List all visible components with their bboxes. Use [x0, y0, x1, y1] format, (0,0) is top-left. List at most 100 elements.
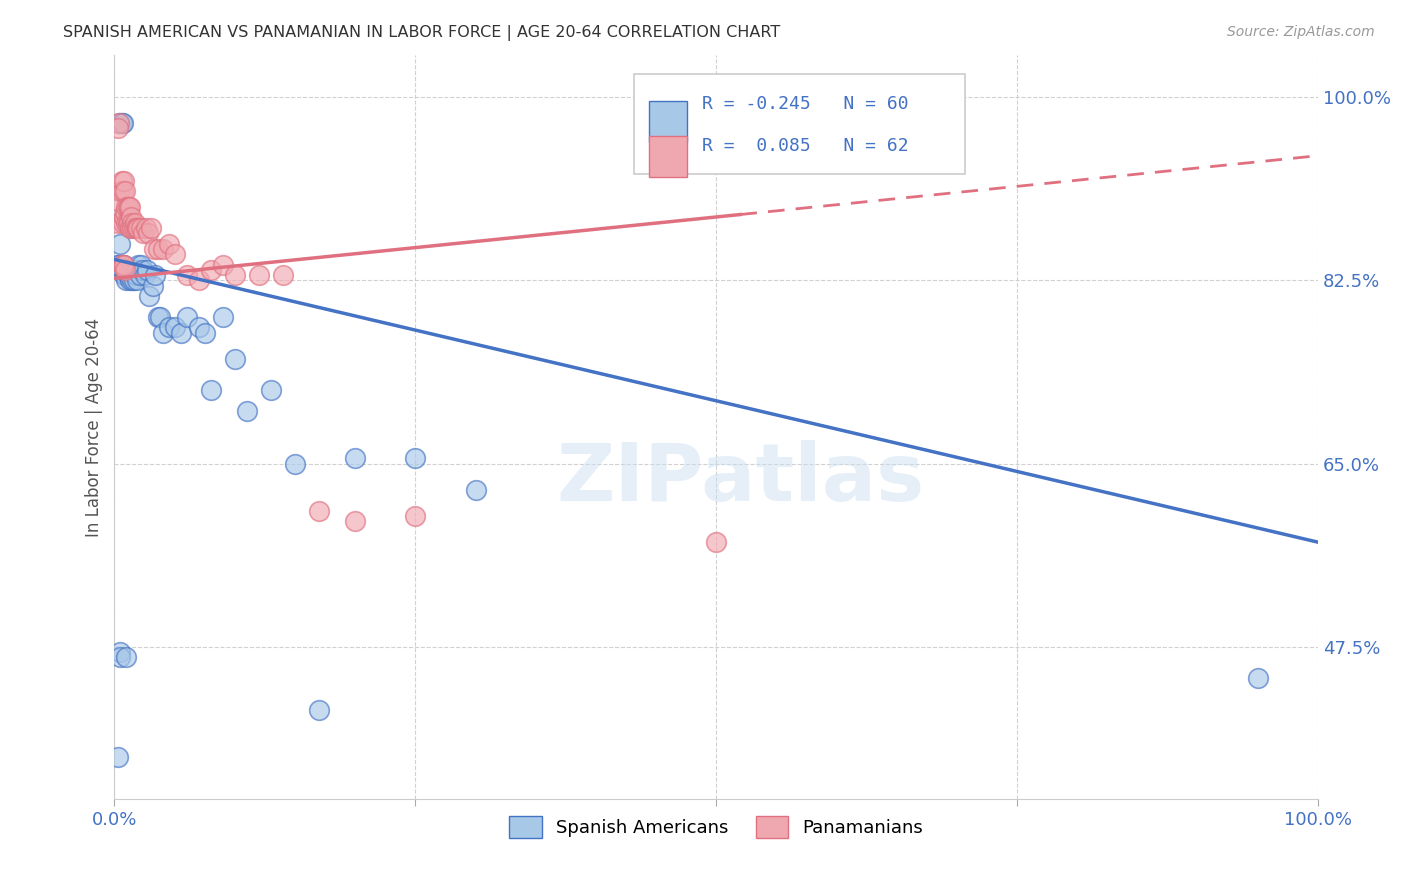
Point — [111, 258, 134, 272]
Point — [187, 320, 209, 334]
Point — [112, 258, 135, 272]
Point — [134, 268, 156, 282]
Point — [114, 263, 136, 277]
Point — [114, 184, 136, 198]
Point — [115, 263, 138, 277]
Point — [120, 200, 142, 214]
Point — [107, 121, 129, 136]
Point — [152, 242, 174, 256]
Point — [344, 514, 367, 528]
Point — [200, 263, 222, 277]
Point — [135, 263, 157, 277]
Point — [157, 236, 180, 251]
Point — [125, 221, 148, 235]
Point — [107, 258, 129, 272]
Point — [125, 268, 148, 282]
Point — [127, 273, 149, 287]
Point — [110, 194, 132, 209]
Point — [124, 263, 146, 277]
Point — [176, 310, 198, 324]
Bar — [648, 102, 688, 143]
Point — [146, 310, 169, 324]
Point — [194, 326, 217, 340]
Point — [1247, 672, 1270, 686]
Point — [236, 404, 259, 418]
Point — [115, 200, 138, 214]
Point — [143, 242, 166, 256]
Point — [176, 268, 198, 282]
Point — [111, 174, 134, 188]
Point — [146, 242, 169, 256]
Point — [120, 263, 142, 277]
Point — [112, 268, 135, 282]
Point — [120, 263, 142, 277]
Point — [112, 211, 135, 225]
Point — [121, 263, 143, 277]
Point — [704, 535, 727, 549]
Point — [120, 211, 142, 225]
Point — [404, 508, 426, 523]
Point — [138, 289, 160, 303]
Point — [117, 268, 139, 282]
Point — [152, 326, 174, 340]
Point — [127, 221, 149, 235]
Point — [271, 268, 294, 282]
Point — [224, 268, 246, 282]
Point — [127, 221, 149, 235]
Point — [111, 258, 134, 272]
Point — [163, 247, 186, 261]
Point — [464, 483, 486, 497]
Point — [187, 273, 209, 287]
Point — [143, 268, 166, 282]
Point — [110, 184, 132, 198]
Point — [110, 650, 132, 665]
Point — [110, 236, 132, 251]
Y-axis label: In Labor Force | Age 20-64: In Labor Force | Age 20-64 — [86, 318, 103, 537]
Point — [135, 221, 157, 235]
Point — [404, 451, 426, 466]
Point — [122, 273, 145, 287]
Point — [122, 221, 145, 235]
Point — [118, 268, 141, 282]
FancyBboxPatch shape — [634, 74, 966, 174]
Point — [115, 216, 138, 230]
Point — [224, 351, 246, 366]
Point — [114, 268, 136, 282]
Text: R =  0.085   N = 62: R = 0.085 N = 62 — [702, 137, 908, 155]
Point — [260, 384, 283, 398]
Point — [107, 216, 129, 230]
Point — [110, 645, 132, 659]
Point — [114, 205, 136, 219]
Point — [121, 221, 143, 235]
Point — [121, 216, 143, 230]
Point — [118, 263, 141, 277]
Legend: Spanish Americans, Panamanians: Spanish Americans, Panamanians — [502, 809, 931, 846]
Point — [111, 184, 134, 198]
Point — [129, 221, 152, 235]
Point — [114, 263, 136, 277]
Point — [132, 226, 155, 240]
Point — [108, 116, 131, 130]
Point — [107, 750, 129, 764]
Point — [111, 216, 134, 230]
Text: R = -0.245   N = 60: R = -0.245 N = 60 — [702, 95, 908, 113]
Text: SPANISH AMERICAN VS PANAMANIAN IN LABOR FORCE | AGE 20-64 CORRELATION CHART: SPANISH AMERICAN VS PANAMANIAN IN LABOR … — [63, 25, 780, 41]
Point — [120, 273, 142, 287]
Point — [169, 326, 191, 340]
Point — [200, 384, 222, 398]
Point — [124, 216, 146, 230]
Point — [121, 273, 143, 287]
Point — [118, 200, 141, 214]
Point — [128, 268, 150, 282]
Point — [117, 200, 139, 214]
Point — [118, 216, 141, 230]
Text: Source: ZipAtlas.com: Source: ZipAtlas.com — [1227, 25, 1375, 39]
Point — [111, 116, 134, 130]
Point — [120, 221, 142, 235]
Point — [284, 457, 307, 471]
Point — [142, 278, 165, 293]
Point — [247, 268, 270, 282]
Point — [157, 320, 180, 334]
Point — [211, 310, 233, 324]
Point — [129, 258, 152, 272]
